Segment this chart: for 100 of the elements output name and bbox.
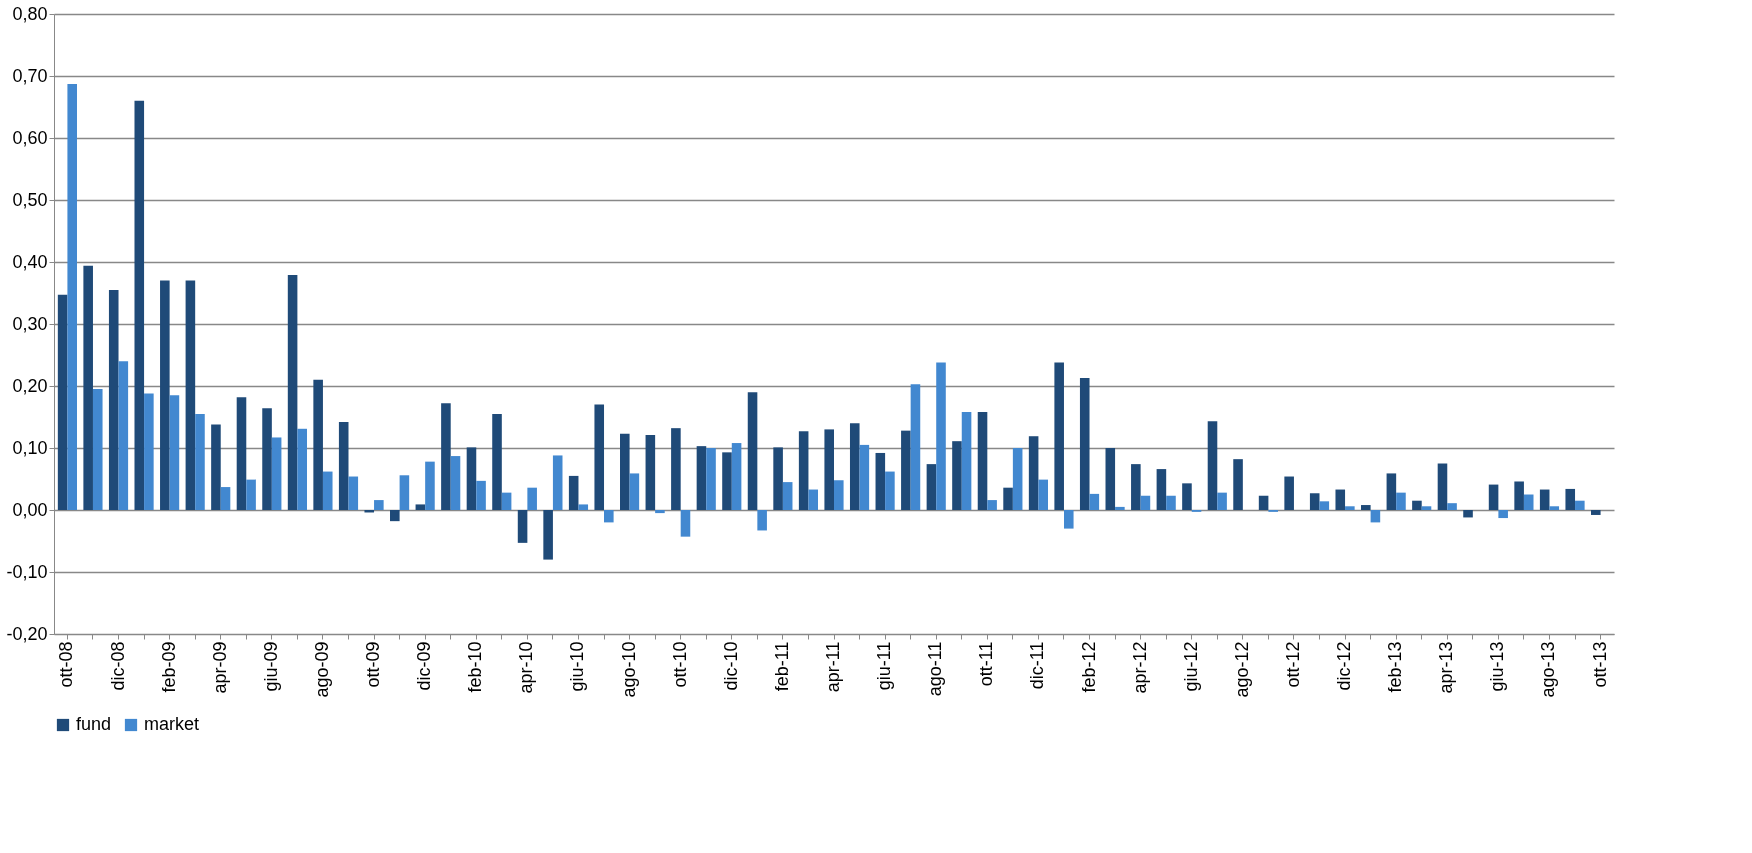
- bar: [1591, 510, 1601, 515]
- bar: [287, 275, 298, 510]
- bar: [83, 265, 93, 510]
- bar: [926, 464, 937, 510]
- bar: [936, 362, 946, 510]
- x-tick-label: giu-13: [1487, 641, 1508, 692]
- y-tick-label: 0,20: [12, 375, 48, 396]
- bar: [246, 479, 256, 510]
- y-tick-label: 0,70: [12, 65, 48, 86]
- x-tick-label: apr-10: [516, 641, 537, 694]
- y-tick-label: -0,10: [6, 561, 48, 582]
- bar: [134, 100, 145, 510]
- bar: [849, 423, 860, 510]
- bar: [1447, 503, 1457, 510]
- bar: [655, 510, 665, 514]
- bar: [1182, 483, 1192, 510]
- bar: [1105, 448, 1116, 510]
- bar: [773, 447, 783, 510]
- x-tick-label: dic-11: [1027, 641, 1048, 690]
- bar: [1115, 506, 1125, 510]
- bar: [1386, 473, 1397, 510]
- bar: [543, 510, 553, 560]
- bar: [1370, 510, 1381, 523]
- bar: [322, 471, 333, 510]
- bar: [399, 475, 410, 510]
- x-tick-label: giu-09: [260, 641, 281, 692]
- bar: [338, 421, 349, 510]
- x-tick-label: ott-11: [976, 641, 997, 687]
- x-tick-label: apr-09: [209, 641, 230, 694]
- bar: [859, 444, 870, 510]
- y-tick-label: 0,50: [12, 189, 48, 210]
- bar: [961, 412, 972, 510]
- x-tick-label: feb-11: [771, 641, 792, 692]
- bar: [1028, 436, 1039, 510]
- bar: [722, 452, 732, 510]
- bar: [834, 480, 844, 510]
- bar: [824, 429, 834, 510]
- bar: [1412, 500, 1422, 510]
- bar: [620, 433, 630, 510]
- y-tick-label: 0,60: [12, 127, 48, 148]
- bar: [798, 431, 809, 510]
- x-tick-label: ott-09: [363, 641, 384, 688]
- bar: [1284, 476, 1294, 510]
- bar: [425, 461, 435, 510]
- x-tick-label: dic-09: [414, 641, 435, 691]
- bar: [492, 413, 502, 510]
- bar: [1539, 489, 1550, 510]
- x-tick-label: ago-11: [925, 641, 946, 697]
- bar: [1437, 463, 1448, 510]
- bar: [450, 456, 461, 510]
- bar: [1421, 506, 1432, 510]
- x-tick-label: giu-12: [1180, 641, 1201, 692]
- bar: [952, 441, 962, 510]
- x-tick-label: dic-08: [107, 641, 128, 691]
- bar: [1335, 489, 1346, 510]
- y-tick-label: 0,80: [12, 3, 48, 24]
- bar: [1396, 492, 1406, 510]
- bar: [466, 447, 477, 510]
- bar: [415, 504, 426, 510]
- x-tick-label: giu-11: [874, 641, 895, 691]
- legend-label: market: [144, 714, 200, 734]
- y-tick-label: 0,40: [12, 251, 48, 272]
- bar: [1140, 495, 1151, 510]
- bar: [1217, 492, 1227, 510]
- bar: [348, 476, 359, 510]
- bar: [1309, 493, 1320, 510]
- bar: [262, 408, 272, 510]
- x-tick-label: apr-12: [1129, 641, 1150, 694]
- x-tick-label: feb-13: [1385, 641, 1406, 693]
- bar: [604, 510, 614, 523]
- x-tick-label: feb-12: [1078, 641, 1099, 693]
- bar: [374, 500, 384, 510]
- bar: [808, 489, 819, 510]
- bar: [875, 452, 886, 510]
- bar: [476, 480, 486, 510]
- bar: [1498, 510, 1508, 519]
- bar: [1054, 362, 1064, 510]
- bar: [1463, 510, 1473, 518]
- x-tick-label: ago-13: [1538, 641, 1559, 698]
- x-tick-label: ott-12: [1282, 641, 1303, 688]
- bar: [118, 361, 129, 510]
- bar: [108, 289, 119, 510]
- x-tick-label: ott-10: [669, 641, 690, 688]
- bar: [1514, 481, 1524, 510]
- bar: [645, 434, 656, 510]
- bar: [1361, 505, 1371, 510]
- bar: [527, 487, 537, 510]
- bar: [706, 448, 716, 510]
- bar: [236, 397, 247, 510]
- x-tick-label: ago-09: [311, 641, 332, 698]
- bar: [313, 379, 323, 510]
- bar: [1156, 469, 1167, 510]
- bar: [747, 392, 758, 510]
- bar: [1258, 495, 1269, 510]
- bar: [594, 404, 605, 510]
- bar: [1079, 377, 1090, 510]
- x-tick-label: ott-08: [56, 641, 77, 688]
- bar: [1038, 479, 1048, 510]
- bar: [185, 280, 196, 510]
- x-tick-label: giu-10: [567, 641, 588, 692]
